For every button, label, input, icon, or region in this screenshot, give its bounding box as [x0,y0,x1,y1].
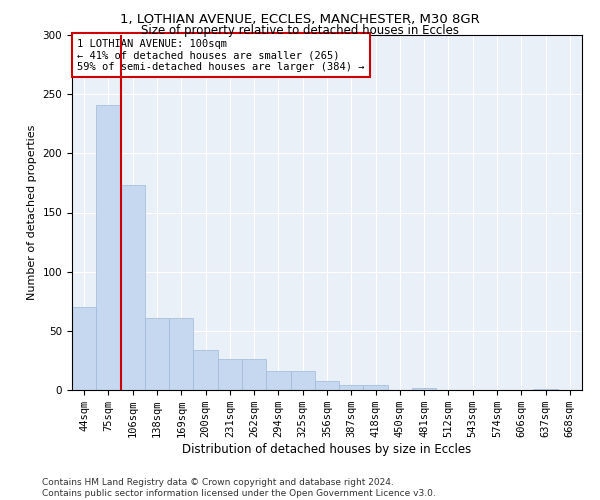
Bar [218,359,242,390]
Bar [315,380,339,390]
Bar [121,186,145,390]
Bar [96,105,121,390]
Text: 1 LOTHIAN AVENUE: 100sqm
← 41% of detached houses are smaller (265)
59% of semi-: 1 LOTHIAN AVENUE: 100sqm ← 41% of detach… [77,38,365,72]
Text: Contains HM Land Registry data © Crown copyright and database right 2024.
Contai: Contains HM Land Registry data © Crown c… [42,478,436,498]
Bar [72,307,96,390]
Text: Size of property relative to detached houses in Eccles: Size of property relative to detached ho… [141,24,459,37]
Bar [169,318,193,390]
Bar [290,371,315,390]
X-axis label: Distribution of detached houses by size in Eccles: Distribution of detached houses by size … [182,443,472,456]
Bar [412,388,436,390]
Bar [533,389,558,390]
Bar [364,386,388,390]
Bar [242,359,266,390]
Bar [266,371,290,390]
Y-axis label: Number of detached properties: Number of detached properties [27,125,37,300]
Bar [145,318,169,390]
Text: 1, LOTHIAN AVENUE, ECCLES, MANCHESTER, M30 8GR: 1, LOTHIAN AVENUE, ECCLES, MANCHESTER, M… [120,12,480,26]
Bar [339,386,364,390]
Bar [193,350,218,390]
